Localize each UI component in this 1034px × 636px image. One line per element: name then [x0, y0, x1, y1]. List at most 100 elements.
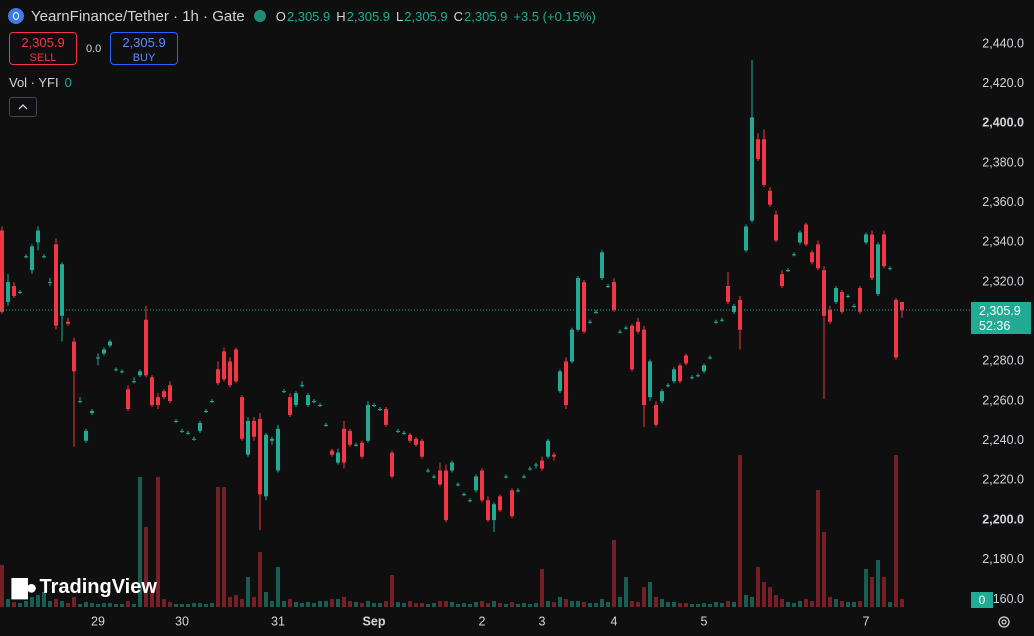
volume-bar [870, 577, 874, 607]
candle-body [180, 430, 184, 432]
candle-body [690, 377, 694, 379]
candle-body [36, 230, 40, 243]
candle-body [444, 470, 448, 521]
candle-body [546, 440, 550, 457]
volume-bar [498, 603, 502, 607]
volume-bar [120, 604, 124, 607]
candle-body [432, 476, 436, 478]
volume-bar [378, 603, 382, 607]
candle-body [870, 234, 874, 279]
sell-button[interactable]: 2,305.9 SELL [9, 32, 77, 65]
candle-body [672, 369, 676, 382]
candle-body [72, 341, 76, 372]
volume-bar [774, 595, 778, 607]
candle-body [384, 409, 388, 425]
volume-bar [804, 599, 808, 607]
candle-body [678, 365, 682, 382]
candle-body [252, 420, 256, 437]
volume-bar [210, 603, 214, 607]
volume-bar [702, 603, 706, 607]
volume-bar [90, 603, 94, 607]
volume-bar [372, 603, 376, 607]
label: O [275, 8, 286, 24]
volume-bar [690, 604, 694, 607]
candle-body [402, 432, 406, 434]
buy-button[interactable]: 2,305.9 BUY [110, 32, 178, 65]
value: 2,305.9 [404, 8, 448, 24]
candle-body [324, 424, 328, 426]
y-tick-label: 2,180.0 [982, 552, 1024, 566]
candle-body [636, 321, 640, 332]
volume-bar [60, 601, 64, 607]
volume-bar [366, 601, 370, 607]
candle-body [198, 422, 202, 431]
candle-body [768, 190, 772, 205]
candle-body [192, 438, 196, 440]
volume-bar [492, 601, 496, 607]
market-status [253, 10, 266, 22]
volume-bar [744, 595, 748, 607]
candle-body [450, 462, 454, 471]
volume-bar [660, 599, 664, 607]
candle-body [162, 391, 166, 398]
candle-body [798, 232, 802, 243]
candle-body [90, 411, 94, 413]
volume-bar [66, 603, 70, 607]
volume-bar [600, 599, 604, 607]
y-tick-label: 2,440.0 [982, 36, 1024, 50]
value: 2,305.9 [286, 8, 331, 24]
volume-bar [318, 601, 322, 607]
candle-body [654, 405, 658, 425]
volume-bar [138, 477, 142, 607]
candle-body [624, 327, 628, 329]
y-tick-label: 2,340.0 [982, 235, 1024, 249]
buy-label: BUY [132, 52, 156, 64]
candle-body [594, 311, 598, 313]
y-tick-label: 2,280.0 [982, 354, 1024, 368]
volume-bar [750, 597, 754, 607]
candle-body [438, 470, 442, 485]
candle-body [456, 484, 460, 486]
candle-body [216, 369, 220, 384]
buy-price: 2,305.9 [122, 35, 166, 50]
candle-body [486, 500, 490, 521]
volume-bar [144, 527, 148, 607]
volume-bar [54, 599, 58, 607]
symbol-title[interactable]: YearnFinance/Tether · 1h · Gate [31, 7, 245, 25]
countdown: 52:36 [979, 319, 1011, 333]
volume-value: 0 [64, 75, 72, 90]
candle-body [318, 405, 322, 407]
candle-body [588, 321, 592, 323]
candle-body [894, 299, 898, 358]
volume-bar [132, 604, 136, 607]
volume-bar [150, 587, 154, 607]
candle-body [306, 395, 310, 406]
volume-bar [672, 602, 676, 607]
volume-bar [612, 540, 616, 607]
candle-body [504, 476, 508, 478]
volume-bar [858, 601, 862, 607]
candle-body [114, 369, 118, 371]
candle-body [378, 409, 382, 411]
candle-body [240, 397, 244, 439]
volume-bar [468, 604, 472, 607]
candle-body [522, 476, 526, 478]
candle-body [348, 430, 352, 445]
candle-body [48, 282, 52, 284]
candle-body [888, 268, 892, 270]
settings-icon[interactable] [994, 612, 1014, 632]
candle-body [150, 377, 154, 406]
candle-body [600, 252, 604, 279]
volume-bar [780, 599, 784, 607]
ohlc-open: O2,305.9 [276, 9, 331, 24]
volume-bar [222, 487, 226, 607]
volume-bar [822, 532, 826, 607]
y-tick-label: 2,240.0 [982, 433, 1024, 447]
candle-body [642, 329, 646, 406]
value: 2,305.9 [464, 8, 508, 24]
label: C [453, 8, 464, 24]
candle-body [900, 301, 904, 311]
collapse-button[interactable] [9, 97, 37, 117]
x-tick-label: 30 [175, 614, 189, 628]
volume-bar [234, 595, 238, 607]
